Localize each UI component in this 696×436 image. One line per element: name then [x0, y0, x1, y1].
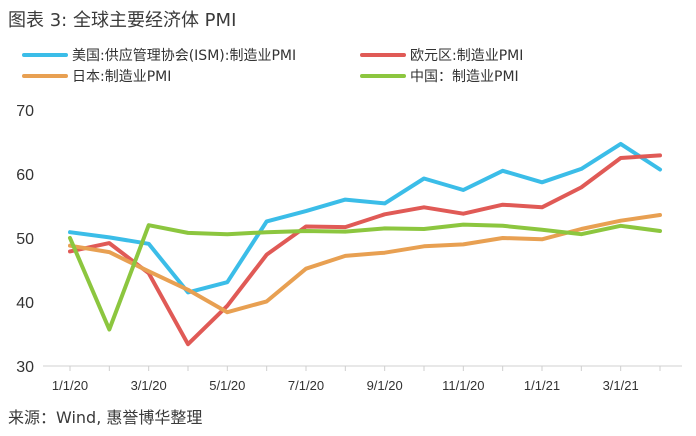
legend-item-us-ism: 美国:供应管理协会(ISM):制造业PMI	[22, 45, 296, 65]
x-tick-label: 9/1/20	[367, 378, 403, 393]
legend-item-china: 中国：制造业PMI	[360, 66, 519, 86]
y-axis: 30 40 50 60 70	[16, 103, 34, 376]
y-tick-label: 50	[16, 231, 34, 248]
source-note: 来源：Wind, 惠誉博华整理	[8, 408, 203, 427]
y-tick-label: 30	[16, 359, 34, 376]
y-tick-label: 70	[16, 103, 34, 120]
chart-title: 图表 3: 全球主要经济体 PMI	[8, 10, 237, 31]
chart-legend: 美国:供应管理协会(ISM):制造业PMI 欧元区:制造业PMI 日本:制造业P…	[0, 44, 696, 88]
series-line-2	[68, 213, 662, 315]
y-tick-label: 60	[16, 167, 34, 184]
series-line-0	[68, 141, 662, 295]
x-tick-label: 1/1/21	[524, 378, 560, 393]
x-tick-label: 3/1/21	[603, 378, 639, 393]
x-tick-label: 1/1/20	[52, 378, 88, 393]
legend-label-eurozone: 欧元区:制造业PMI	[410, 48, 524, 64]
legend-swatch-eurozone	[360, 53, 406, 57]
x-tick-label: 5/1/20	[209, 378, 245, 393]
legend-label-japan: 日本:制造业PMI	[72, 69, 172, 85]
x-axis: 1/1/20 3/1/20 5/1/20 7/1/20 9/1/20 11/1/20 1/1…	[43, 365, 682, 393]
plot-lines	[68, 141, 662, 347]
legend-item-japan: 日本:制造业PMI	[22, 66, 171, 86]
y-tick-label: 40	[16, 295, 34, 312]
x-tick-label: 11/1/20	[442, 378, 484, 393]
legend-item-eurozone: 欧元区:制造业PMI	[360, 45, 523, 65]
legend-label-us-ism: 美国:供应管理协会(ISM):制造业PMI	[72, 48, 297, 64]
x-tick-label: 7/1/20	[288, 378, 324, 393]
legend-swatch-japan	[22, 74, 68, 78]
legend-swatch-china	[360, 74, 406, 78]
series-line-3	[68, 222, 662, 332]
legend-label-china: 中国：制造业PMI	[410, 69, 519, 85]
legend-swatch-us-ism	[22, 53, 68, 57]
series-line-1	[68, 153, 662, 347]
x-tick-label: 3/1/20	[131, 378, 167, 393]
